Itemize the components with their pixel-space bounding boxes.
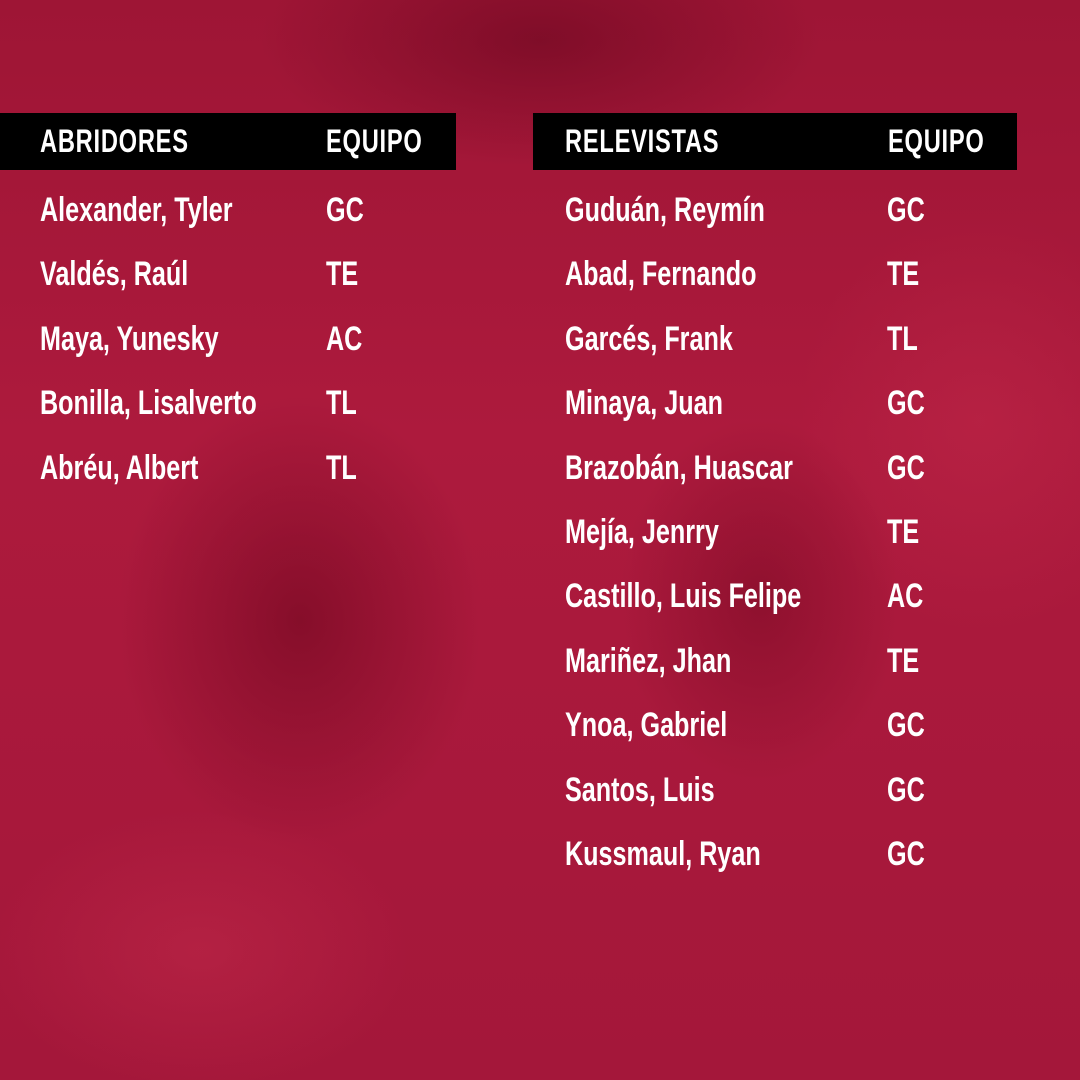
relievers-header: RELEVISTAS bbox=[565, 123, 720, 159]
player-name: Mejía, Jenrry bbox=[565, 513, 719, 551]
player-team: TE bbox=[887, 641, 920, 680]
player-team: AC bbox=[326, 319, 363, 358]
relievers-header-bar: RELEVISTAS EQUIPO bbox=[533, 113, 1017, 170]
player-name: Minaya, Juan bbox=[565, 384, 724, 423]
player-team: TE bbox=[887, 255, 920, 294]
player-team: TL bbox=[887, 319, 918, 358]
player-name: Garcés, Frank bbox=[565, 319, 733, 358]
player-name: Maya, Yunesky bbox=[40, 319, 219, 358]
starters-team-header: EQUIPO bbox=[326, 123, 423, 159]
player-name: Abad, Fernando bbox=[565, 255, 757, 294]
player-team: TE bbox=[887, 513, 920, 551]
player-name: Abréu, Albert bbox=[40, 448, 199, 487]
player-team: GC bbox=[887, 835, 925, 873]
player-name: Alexander, Tyler bbox=[40, 191, 233, 229]
player-name: Valdés, Raúl bbox=[40, 255, 189, 294]
starters-header-bar: ABRIDORES EQUIPO bbox=[0, 113, 456, 170]
player-name: Mariñez, Jhan bbox=[565, 641, 732, 680]
player-team: GC bbox=[887, 384, 925, 423]
player-team: GC bbox=[887, 448, 925, 487]
player-name: Castillo, Luis Felipe bbox=[565, 577, 802, 616]
player-name: Kussmaul, Ryan bbox=[565, 835, 761, 873]
player-name: Brazobán, Huascar bbox=[565, 448, 793, 487]
player-team: AC bbox=[887, 577, 924, 616]
player-team: TE bbox=[326, 255, 359, 294]
player-team: GC bbox=[887, 770, 925, 809]
relievers-team-header: EQUIPO bbox=[888, 123, 985, 159]
player-team: TL bbox=[326, 384, 357, 423]
player-team: GC bbox=[326, 191, 364, 229]
player-name: Guduán, Reymín bbox=[565, 191, 765, 229]
player-team: GC bbox=[887, 706, 925, 745]
player-team: GC bbox=[887, 191, 925, 229]
player-team: TL bbox=[326, 448, 357, 487]
player-name: Bonilla, Lisalverto bbox=[40, 384, 257, 423]
player-name: Santos, Luis bbox=[565, 770, 715, 809]
starters-header: ABRIDORES bbox=[40, 123, 189, 159]
player-name: Ynoa, Gabriel bbox=[565, 706, 728, 745]
